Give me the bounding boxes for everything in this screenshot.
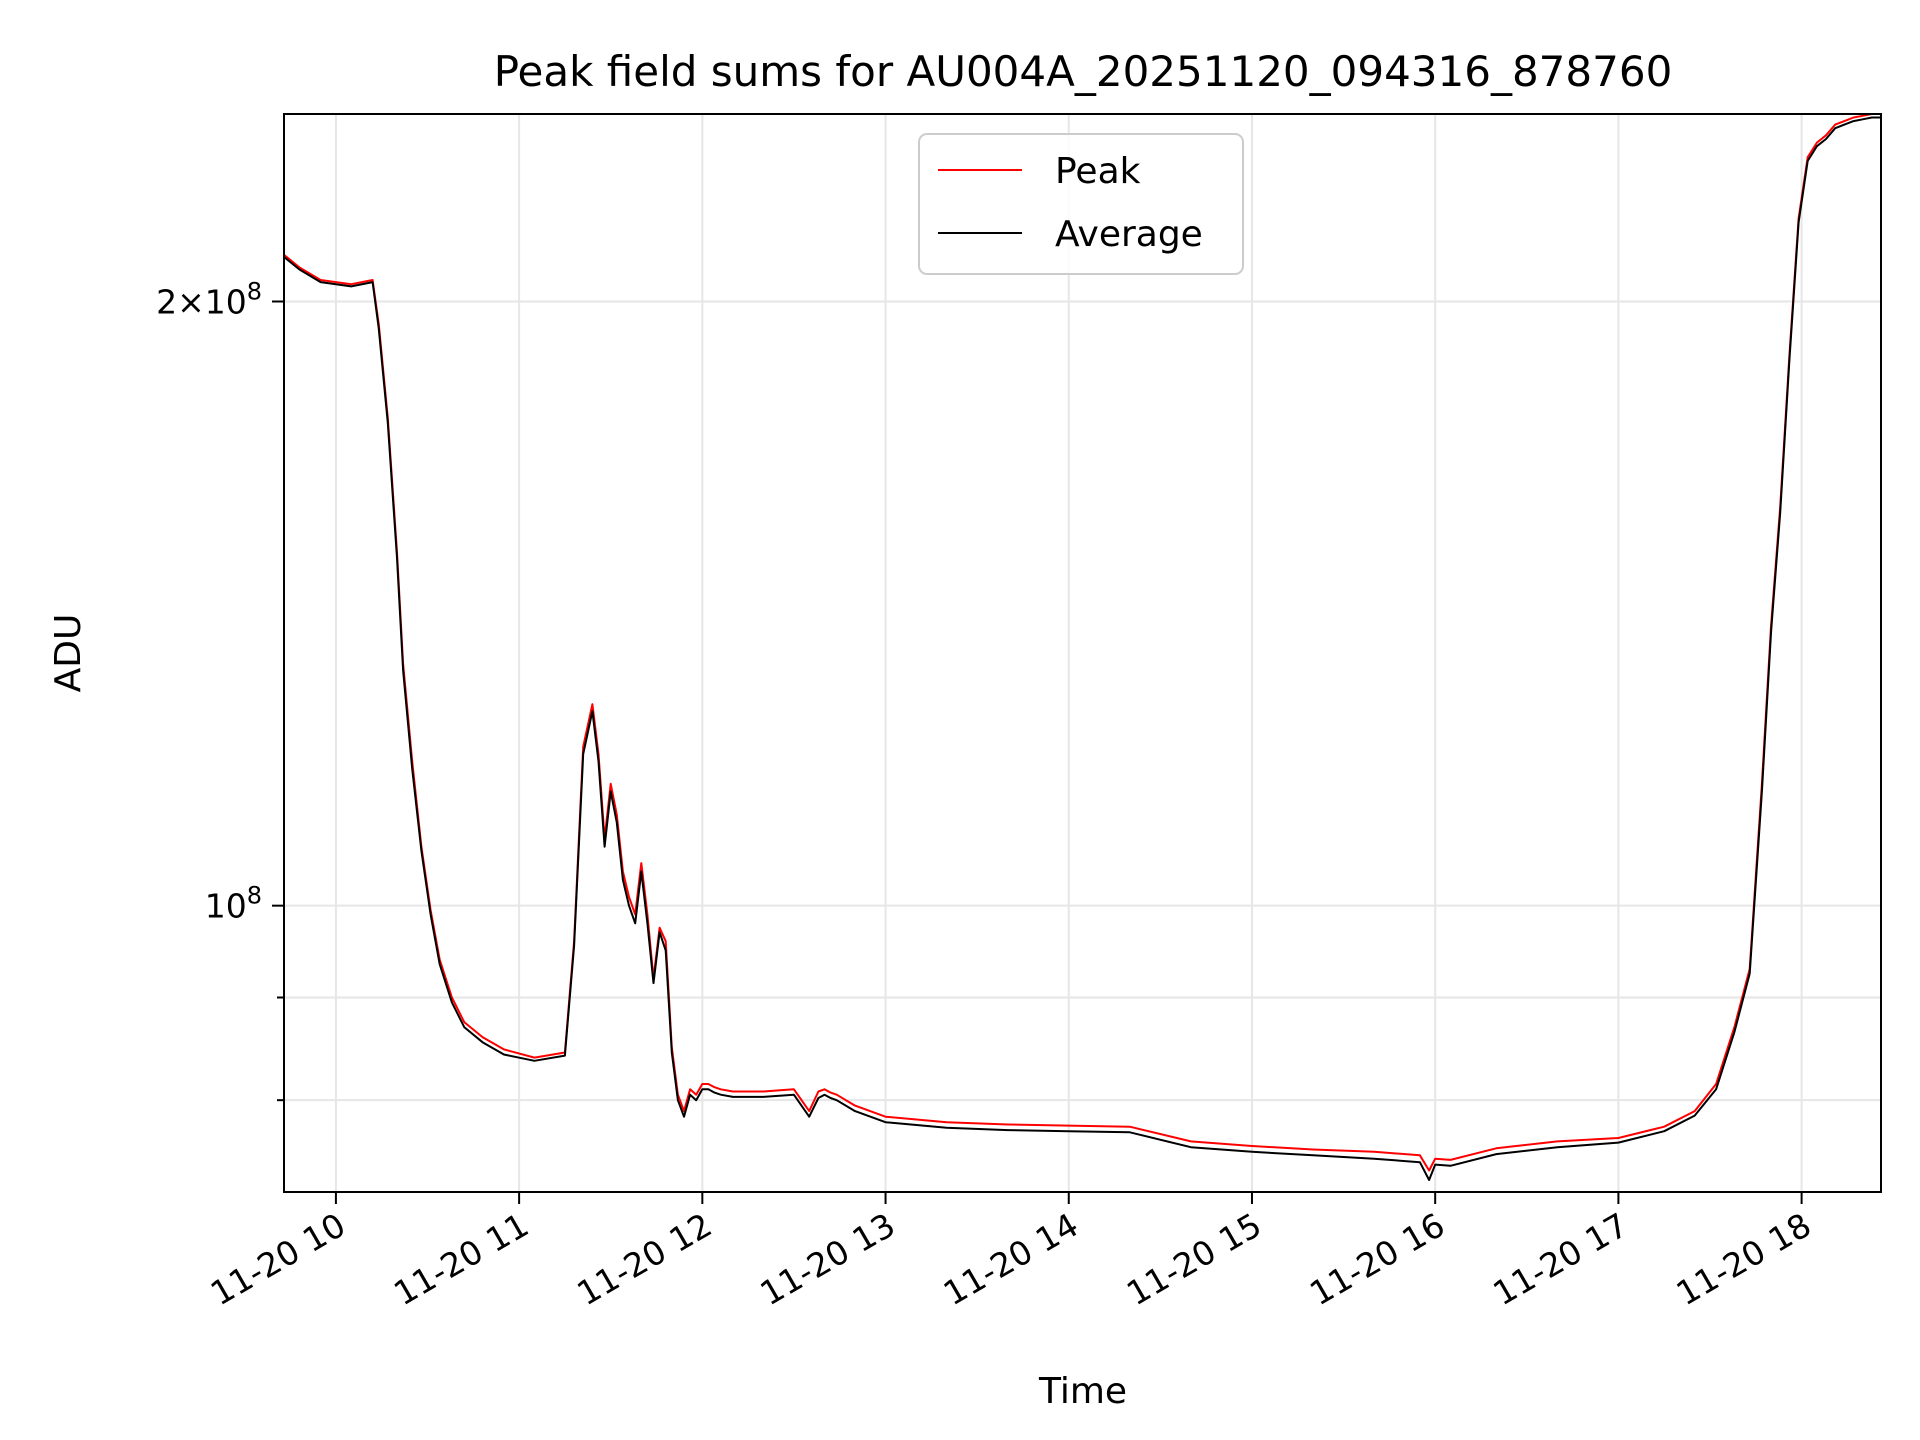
chart-title: Peak field sums for AU004A_20251120_0943…: [494, 47, 1673, 96]
series-line-average: [284, 116, 1881, 1181]
y-axis-ticks: 108 2×108: [156, 277, 284, 1102]
grid: [284, 114, 1881, 1192]
y-tick-label: 108: [205, 882, 262, 926]
y-axis-label: ADU: [48, 614, 89, 693]
x-axis-label: Time: [1038, 1371, 1127, 1412]
plot-frame: [283, 113, 1882, 1193]
plot-series: [284, 114, 1881, 1181]
series-line-peak: [284, 114, 1881, 1172]
legend: Peak Average: [918, 133, 1244, 275]
y-tick-label: 2×108: [156, 277, 262, 321]
legend-label-average: Average: [1055, 214, 1203, 255]
legend-label-peak: Peak: [1055, 151, 1141, 192]
